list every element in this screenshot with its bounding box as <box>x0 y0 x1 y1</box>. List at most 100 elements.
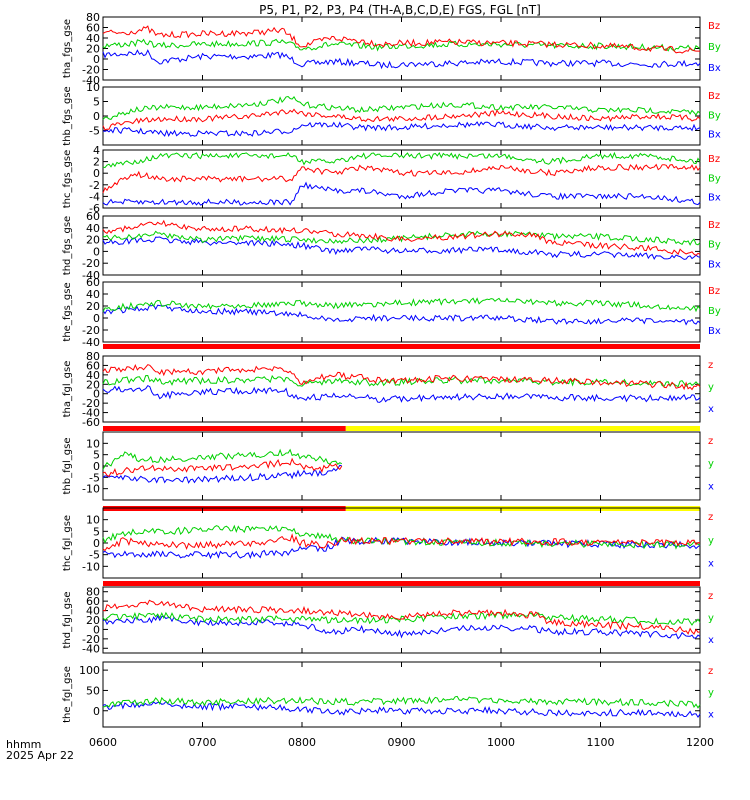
y-axis-label: the_fgl_gse <box>62 666 73 723</box>
x-tick-label: 1200 <box>686 736 714 749</box>
legend-label: y <box>708 613 714 624</box>
y-tick-label: 20 <box>86 614 100 627</box>
series-line-bx <box>102 121 701 138</box>
y-tick-label: 5 <box>93 96 100 109</box>
y-tick-label: 20 <box>86 234 100 247</box>
y-tick-label: -40 <box>82 642 100 655</box>
footer-label: hhmm <box>6 738 41 751</box>
series-line-bz <box>102 163 701 194</box>
y-tick-label: -2 <box>89 179 100 192</box>
series-line-bx <box>102 304 701 326</box>
series-line-bz <box>102 219 701 256</box>
y-tick-label: 0 <box>93 460 100 473</box>
series-line-bx <box>102 49 701 70</box>
x-tick-label: 0900 <box>388 736 416 749</box>
legend-label: By <box>708 42 721 53</box>
y-tick-label: 80 <box>86 11 100 24</box>
y-axis-label: thd_fgs_gse <box>62 216 73 275</box>
series-line-y <box>102 448 343 470</box>
y-tick-label: -20 <box>82 397 100 410</box>
legend-label: Bz <box>708 154 720 165</box>
series-line-x <box>102 464 342 484</box>
panel-frame <box>102 661 701 728</box>
y-axis-label: tha_fgs_gse <box>62 19 73 78</box>
y-tick-label: 0 <box>93 388 100 401</box>
y-tick-label: 5 <box>93 525 100 538</box>
legend-label: Bz <box>708 21 720 32</box>
panel-frame <box>102 86 701 146</box>
legend-label: By <box>708 173 721 184</box>
x-tick-label: 0700 <box>189 736 217 749</box>
y-tick-label: 20 <box>86 378 100 391</box>
legend-label: Bz <box>708 91 720 102</box>
y-tick-label: 80 <box>86 350 100 363</box>
y-tick-label: -6 <box>89 202 100 215</box>
y-tick-label: -5 <box>89 549 100 562</box>
footer-date: 2025 Apr 22 <box>6 749 74 762</box>
y-axis-label: thb_fgl_gse <box>62 438 73 495</box>
y-tick-label: -10 <box>82 483 100 496</box>
y-tick-label: 40 <box>86 369 100 382</box>
series-line-y <box>102 374 701 388</box>
legend-label: Bx <box>708 193 721 204</box>
series-line-by <box>102 38 701 52</box>
y-tick-label: 40 <box>86 288 100 301</box>
status-bar-red <box>103 581 700 586</box>
y-tick-label: -5 <box>89 471 100 484</box>
legend-label: y <box>708 688 714 699</box>
y-tick-label: 4 <box>93 144 100 157</box>
y-tick-label: 0 <box>93 537 100 550</box>
plot-title: P5, P1, P2, P3, P4 (TH-A,B,C,D,E) FGS, F… <box>259 3 541 17</box>
y-tick-label: 20 <box>86 300 100 313</box>
panel-frame <box>102 16 701 81</box>
y-tick-label: 0 <box>93 167 100 180</box>
y-tick-label: -40 <box>82 269 100 282</box>
y-tick-label: 10 <box>86 437 100 450</box>
legend-label: x <box>708 635 714 646</box>
y-tick-label: -60 <box>82 416 100 429</box>
panel-2: thb_fgs_gse 10 50 -5 Bz By Bx <box>62 81 721 146</box>
y-tick-label: 60 <box>86 276 100 289</box>
y-tick-label: 0 <box>93 312 100 325</box>
y-tick-label: -20 <box>82 633 100 646</box>
legend-label: x <box>708 481 714 492</box>
legend-label: z <box>708 666 713 677</box>
y-tick-label: 80 <box>86 586 100 599</box>
legend-label: z <box>708 591 713 602</box>
legend-label: x <box>708 559 714 570</box>
legend-label: x <box>708 404 714 415</box>
legend-label: Bx <box>708 63 721 74</box>
y-axis-label: thd_fgl_gse <box>62 592 73 649</box>
y-axis-label: thb_fgs_gse <box>62 86 73 145</box>
series-line-by <box>102 230 701 246</box>
series-line-bx <box>102 181 701 206</box>
y-tick-label: 40 <box>86 222 100 235</box>
y-axis-label: the_fgs_gse <box>62 282 73 341</box>
y-tick-label: -10 <box>82 560 100 573</box>
x-tick-label: 1000 <box>487 736 515 749</box>
series-line-z <box>102 363 701 391</box>
legend-label: z <box>708 436 713 447</box>
status-bar-yellow <box>345 426 700 431</box>
legend-label: Bz <box>708 220 720 231</box>
x-tick-label: 1100 <box>587 736 615 749</box>
y-tick-label: -40 <box>82 74 100 87</box>
legend-label: z <box>708 360 713 371</box>
legend-label: By <box>708 110 721 121</box>
y-tick-label: 50 <box>86 684 100 697</box>
series-line-z <box>102 457 343 477</box>
x-tick-label: 0600 <box>89 736 117 749</box>
y-tick-label: -20 <box>82 257 100 270</box>
y-tick-label: -20 <box>82 324 100 337</box>
y-axis-label: tha_fgl_gse <box>62 361 73 418</box>
status-bar-red <box>103 426 346 431</box>
y-tick-label: 60 <box>86 359 100 372</box>
y-tick-label: 0 <box>93 623 100 636</box>
panel-3: thc_fgs_gse 420-2-4-6 Bz By Bx <box>62 144 721 215</box>
